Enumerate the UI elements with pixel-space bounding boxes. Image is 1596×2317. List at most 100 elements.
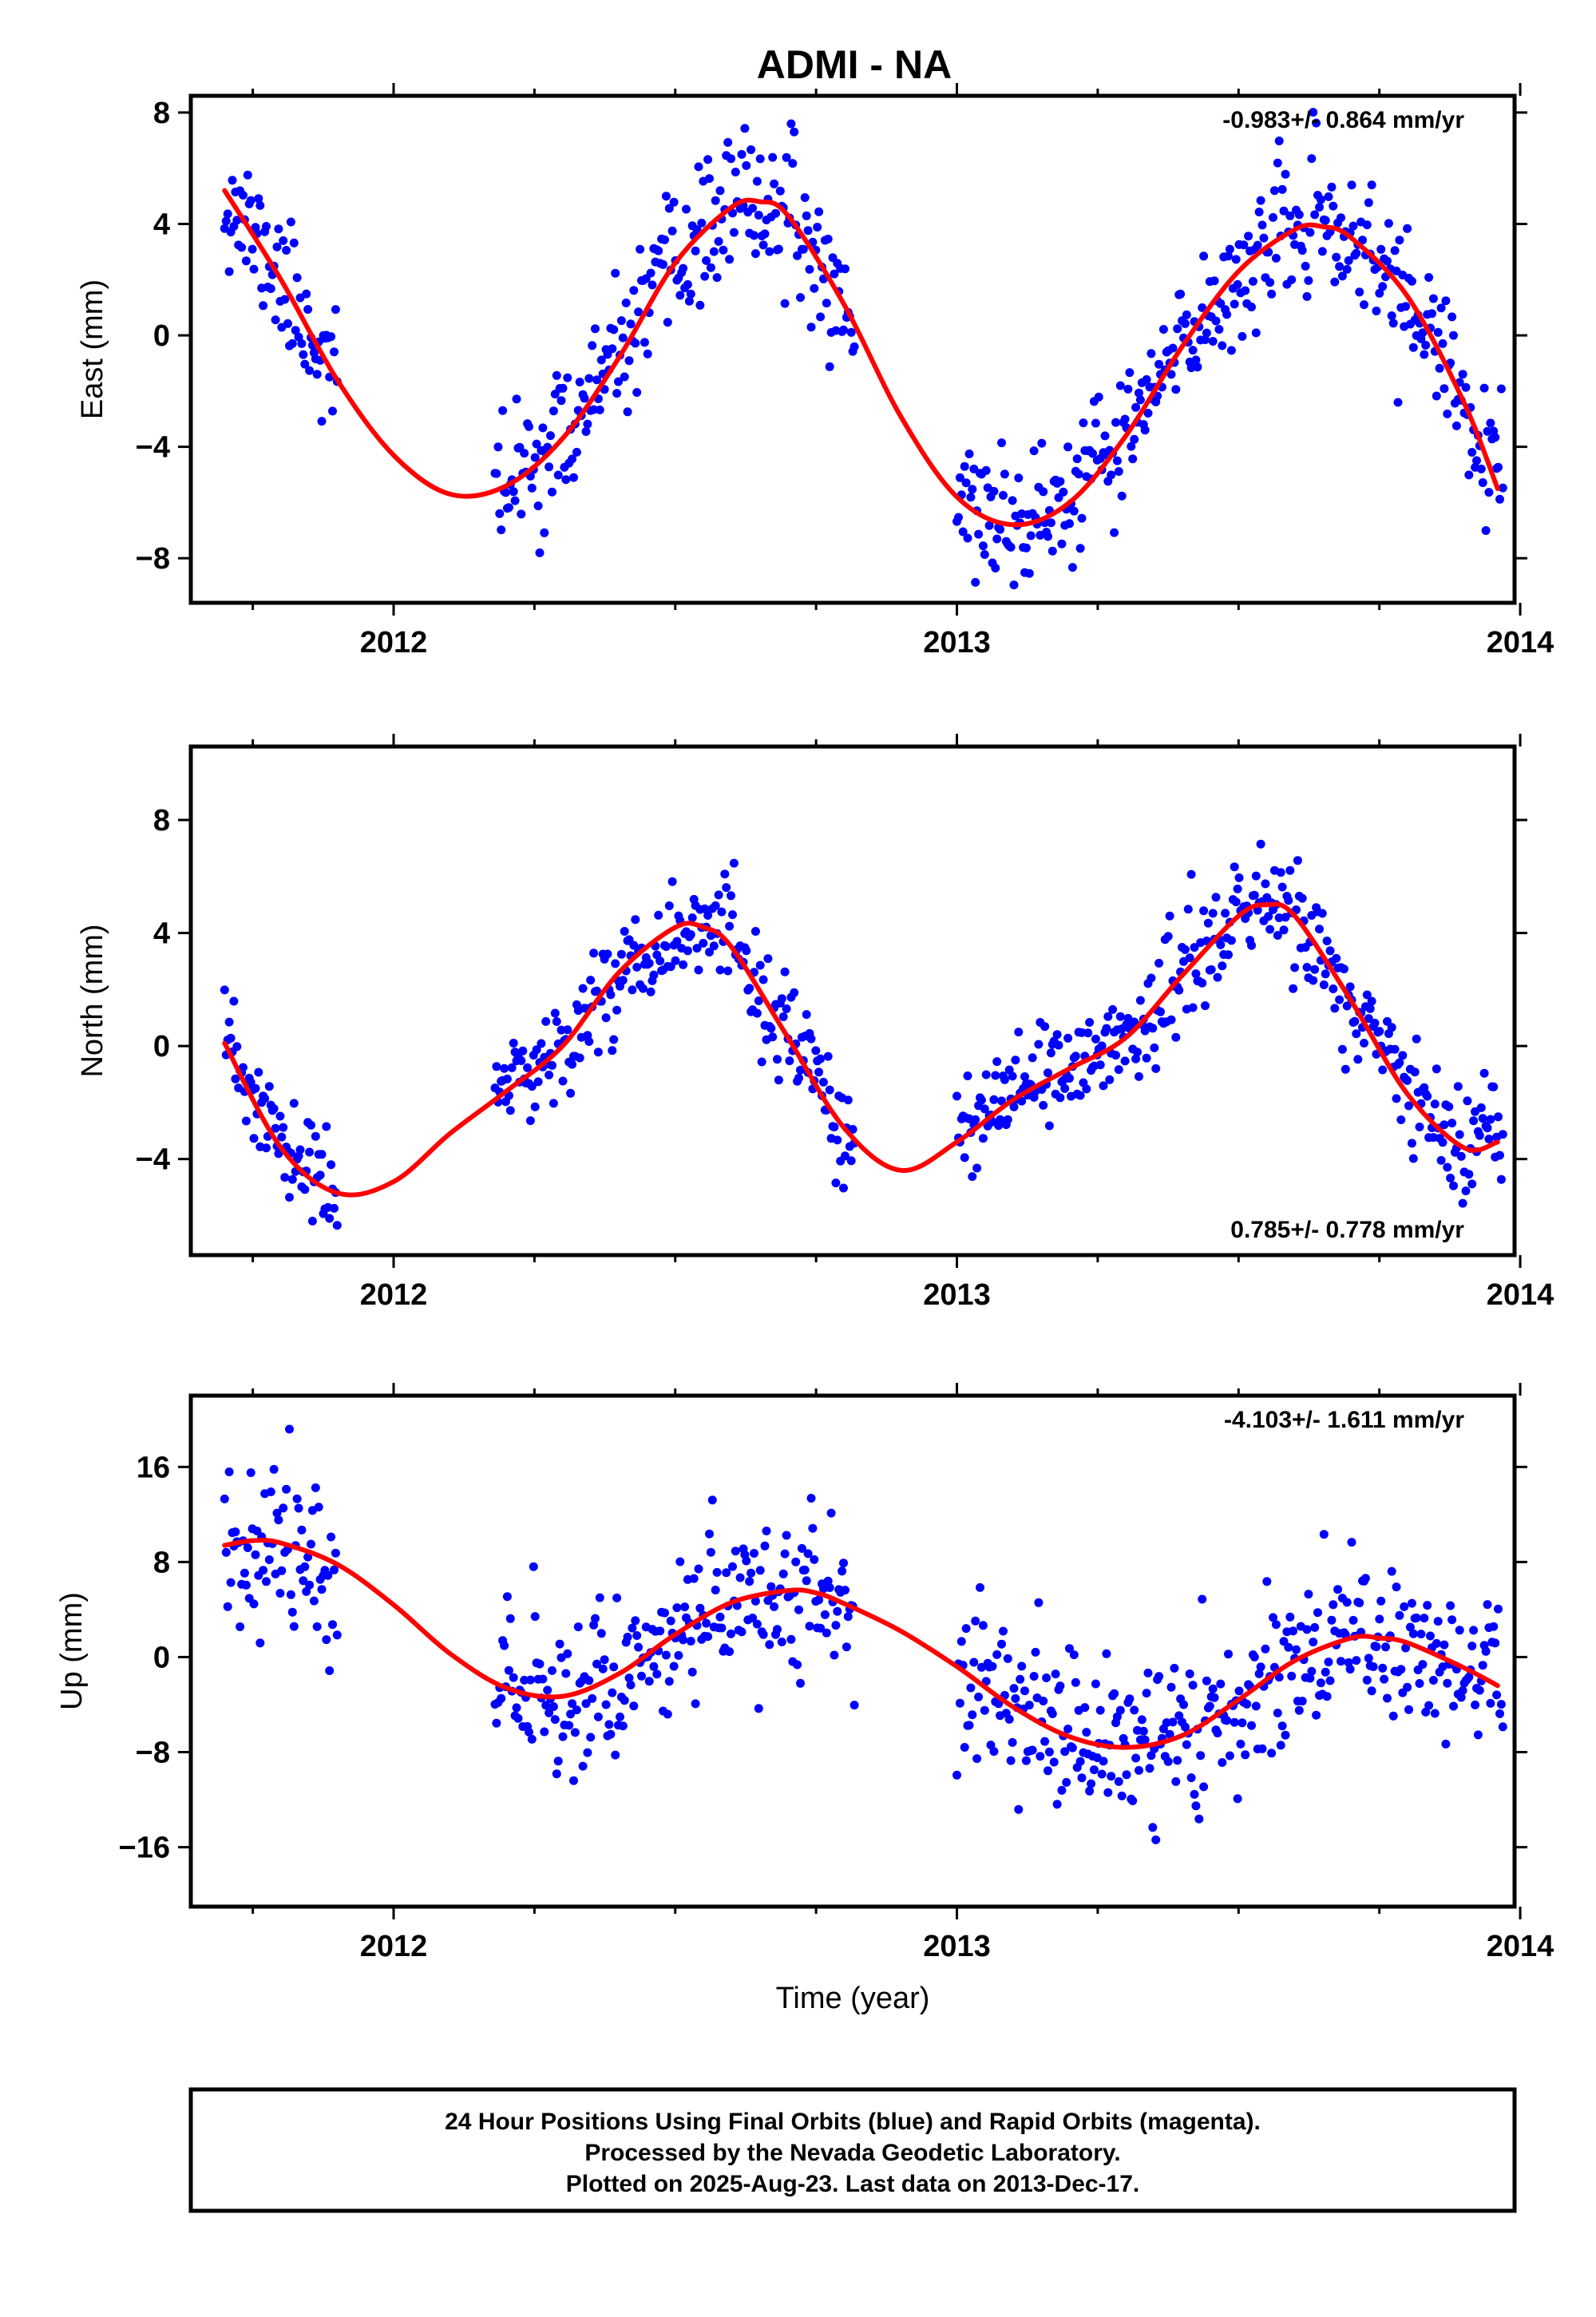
x-tick-label: 2012 (360, 626, 428, 659)
data-point (966, 1683, 976, 1693)
data-point (1317, 247, 1327, 256)
data-point (655, 1626, 665, 1636)
data-point (849, 342, 859, 351)
data-point (570, 1728, 580, 1737)
data-point (976, 1095, 986, 1105)
data-point (591, 1614, 600, 1623)
data-point (1447, 312, 1457, 322)
y-tick-label: 0 (153, 319, 170, 353)
data-point (1003, 1115, 1012, 1124)
data-point (722, 883, 731, 893)
data-point (782, 1004, 791, 1013)
data-point (1151, 1835, 1161, 1844)
data-point (589, 949, 599, 958)
data-point (838, 1566, 847, 1576)
data-point (1014, 1804, 1024, 1814)
data-point (1120, 414, 1130, 424)
data-point (279, 236, 288, 245)
data-point (966, 493, 976, 502)
data-point (1185, 953, 1194, 963)
data-point (833, 1135, 842, 1145)
data-point (1458, 1198, 1467, 1208)
chart-title: ADMI - NA (757, 42, 952, 87)
data-point (695, 1603, 705, 1613)
data-point (1014, 473, 1024, 483)
data-point (1142, 1053, 1151, 1063)
data-point (1387, 311, 1396, 320)
data-point (980, 550, 989, 559)
data-point (1256, 1662, 1265, 1672)
data-point (611, 1750, 620, 1760)
data-point (1082, 1728, 1091, 1737)
data-point (802, 1576, 811, 1586)
data-point (725, 921, 735, 931)
data-point (1079, 418, 1088, 428)
data-point (978, 541, 988, 551)
data-point (823, 234, 833, 244)
data-point (302, 1586, 311, 1596)
data-point (1293, 856, 1302, 865)
data-point (315, 1170, 325, 1180)
data-point (805, 1622, 814, 1631)
data-point (1065, 519, 1074, 529)
data-point (1065, 1644, 1074, 1654)
data-point (1372, 307, 1381, 315)
data-point (1120, 1056, 1130, 1066)
data-point (1006, 1756, 1016, 1765)
data-point (1166, 1015, 1176, 1024)
data-point (1247, 303, 1256, 311)
data-point (504, 503, 513, 513)
data-point (527, 1734, 537, 1744)
data-point (1095, 1060, 1105, 1070)
data-point (989, 486, 999, 496)
data-point (694, 1564, 703, 1574)
data-point (566, 1088, 576, 1098)
data-point (1044, 1068, 1052, 1078)
data-point (1297, 893, 1307, 903)
data-point (558, 383, 568, 393)
data-point (1496, 1174, 1506, 1184)
fit-curve-east (222, 188, 1500, 528)
data-point (968, 1172, 977, 1182)
data-point (1304, 1590, 1313, 1599)
data-point (606, 1729, 616, 1739)
panel-frame-north (188, 744, 1517, 1258)
data-point (714, 236, 723, 246)
data-point (1444, 1102, 1454, 1111)
data-point (1231, 255, 1241, 264)
data-point (1042, 1673, 1051, 1682)
data-point (796, 1678, 805, 1688)
data-point (694, 965, 703, 975)
data-point (314, 1503, 323, 1512)
data-point (705, 174, 714, 184)
data-point (1206, 965, 1216, 974)
data-point (568, 1699, 577, 1709)
data-point (1432, 1064, 1441, 1074)
data-point (1128, 1796, 1138, 1805)
data-point (563, 373, 572, 382)
data-point (1107, 470, 1116, 480)
data-point (1383, 256, 1392, 266)
data-point (961, 1624, 971, 1634)
data-point (754, 996, 763, 1005)
data-point (609, 325, 619, 335)
data-point (1198, 978, 1207, 988)
data-point (1309, 108, 1318, 117)
data-point (978, 1621, 988, 1630)
data-point (1277, 184, 1287, 194)
data-point (752, 1008, 762, 1018)
data-point (328, 406, 337, 416)
data-point (709, 247, 719, 256)
data-point (1006, 542, 1016, 552)
data-point (1069, 1650, 1079, 1660)
data-point (1251, 1701, 1261, 1711)
data-point (1407, 276, 1416, 286)
data-point (1009, 580, 1019, 590)
data-point (1008, 1071, 1017, 1081)
data-point (747, 145, 756, 154)
data-point (972, 1163, 982, 1173)
data-point (980, 1104, 989, 1114)
data-point (1173, 324, 1182, 334)
data-point (667, 877, 677, 886)
data-point (616, 316, 626, 326)
